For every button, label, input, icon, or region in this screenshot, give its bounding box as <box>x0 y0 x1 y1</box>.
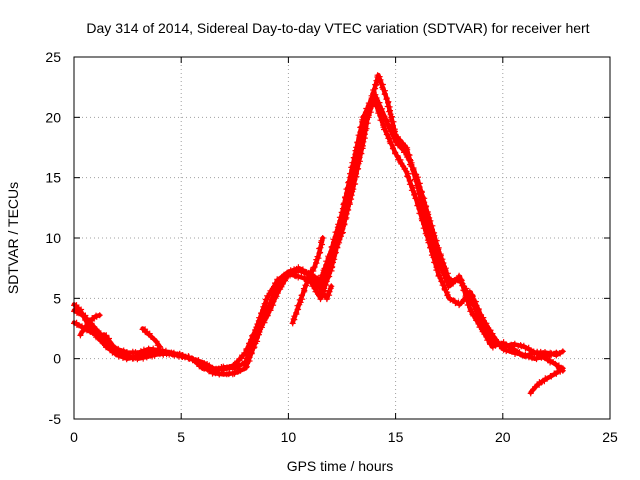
axis-ticks: 0 5 10 15 20 25 -5 0 5 10 15 20 25 <box>45 49 618 445</box>
x-tick-label: 20 <box>495 429 511 445</box>
series-markers <box>77 312 103 339</box>
y-tick-label: 20 <box>45 109 61 125</box>
series-fragment-a <box>77 312 103 339</box>
series-markers <box>306 272 335 303</box>
x-tick-label: 10 <box>281 429 297 445</box>
chart-title: Day 314 of 2014, Sidereal Day-to-day VTE… <box>86 20 589 36</box>
x-tick-label: 15 <box>388 429 404 445</box>
y-axis-label: SDTVAR / TECUs <box>5 182 21 294</box>
x-tick-label: 25 <box>602 429 618 445</box>
y-tick-label: 25 <box>45 49 61 65</box>
y-tick-label: 0 <box>53 351 61 367</box>
x-tick-label: 5 <box>177 429 185 445</box>
series-markers <box>527 365 566 397</box>
x-tick-label: 0 <box>70 429 78 445</box>
y-tick-label: 5 <box>53 290 61 306</box>
y-tick-label: 10 <box>45 230 61 246</box>
y-tick-label: -5 <box>49 411 62 427</box>
series-fragment-b <box>101 332 120 356</box>
series-fragment-e <box>306 271 335 303</box>
x-axis-label: GPS time / hours <box>287 458 394 474</box>
series-markers <box>101 332 120 356</box>
series-fragment-d <box>289 235 326 327</box>
y-tick-label: 15 <box>45 170 61 186</box>
series-fragment-f <box>527 365 566 397</box>
series-fragment-c <box>139 326 163 350</box>
series-markers <box>139 326 163 350</box>
